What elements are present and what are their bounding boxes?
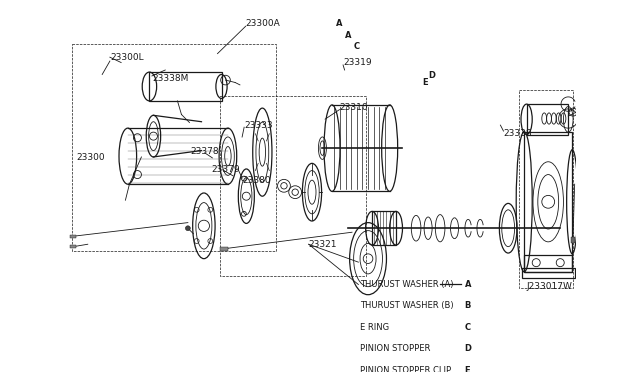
- Text: 23321: 23321: [308, 240, 337, 249]
- Bar: [70, 245, 76, 248]
- Bar: [527, 104, 568, 135]
- Text: A: A: [336, 19, 343, 28]
- Text: 23338M: 23338M: [152, 74, 188, 83]
- Text: 23300L: 23300L: [110, 53, 143, 62]
- Bar: [70, 235, 76, 238]
- Text: 23338: 23338: [504, 129, 532, 138]
- Text: PINION STOPPER: PINION STOPPER: [360, 344, 430, 353]
- Text: C: C: [465, 323, 470, 332]
- Bar: [220, 96, 365, 276]
- Text: 23310: 23310: [339, 103, 368, 112]
- Text: E: E: [465, 366, 470, 372]
- Text: 23333: 23333: [244, 121, 273, 129]
- Text: 23378: 23378: [191, 147, 220, 157]
- Text: THURUST WASHER (B): THURUST WASHER (B): [360, 301, 454, 311]
- Text: D: D: [465, 344, 472, 353]
- Text: 23319: 23319: [343, 58, 372, 67]
- Bar: [372, 211, 396, 245]
- Text: E: E: [422, 78, 428, 87]
- Bar: [524, 132, 572, 272]
- Text: J233017W: J233017W: [526, 282, 572, 292]
- Bar: [149, 72, 221, 101]
- Text: A: A: [465, 280, 471, 289]
- Bar: [524, 255, 572, 272]
- Text: D: D: [428, 71, 435, 80]
- Text: PINION STOPPER CLIP: PINION STOPPER CLIP: [360, 366, 451, 372]
- Bar: [522, 268, 575, 278]
- Text: 23300: 23300: [77, 153, 105, 163]
- Text: THURUST WASHER (A): THURUST WASHER (A): [360, 280, 454, 289]
- Text: 23379: 23379: [211, 165, 240, 174]
- Text: A: A: [345, 31, 351, 40]
- Bar: [72, 44, 276, 251]
- Text: 23300A: 23300A: [246, 19, 280, 28]
- Text: C: C: [354, 42, 360, 51]
- Text: 23380: 23380: [242, 176, 271, 185]
- Bar: [220, 247, 228, 251]
- Circle shape: [186, 226, 190, 231]
- Bar: [572, 237, 575, 243]
- Text: B: B: [465, 301, 471, 311]
- Text: E RING: E RING: [360, 323, 389, 332]
- Bar: [518, 90, 573, 288]
